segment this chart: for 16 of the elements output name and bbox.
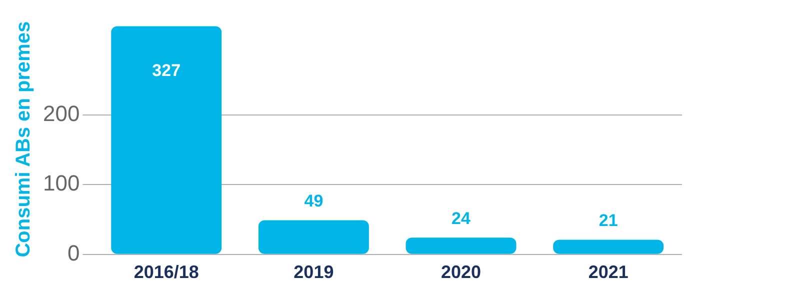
y-axis-title: Consumi ABs en premes <box>12 21 35 258</box>
x-tick-label: 2021 <box>588 262 628 282</box>
data-label: 24 <box>452 208 472 228</box>
data-label: 327 <box>152 60 181 80</box>
bar <box>406 238 516 254</box>
x-tick-label: 2019 <box>294 262 334 282</box>
bar <box>258 220 369 254</box>
data-label: 21 <box>598 210 618 230</box>
x-tick-label: 2016/18 <box>134 262 199 282</box>
x-tick-label: 2020 <box>440 262 482 282</box>
bar <box>553 240 664 254</box>
y-tick-label: 100 <box>42 170 80 196</box>
y-tick-label: 200 <box>42 100 80 126</box>
bar <box>111 26 222 254</box>
data-label: 49 <box>304 191 324 210</box>
y-tick-label: 0 <box>67 240 80 266</box>
